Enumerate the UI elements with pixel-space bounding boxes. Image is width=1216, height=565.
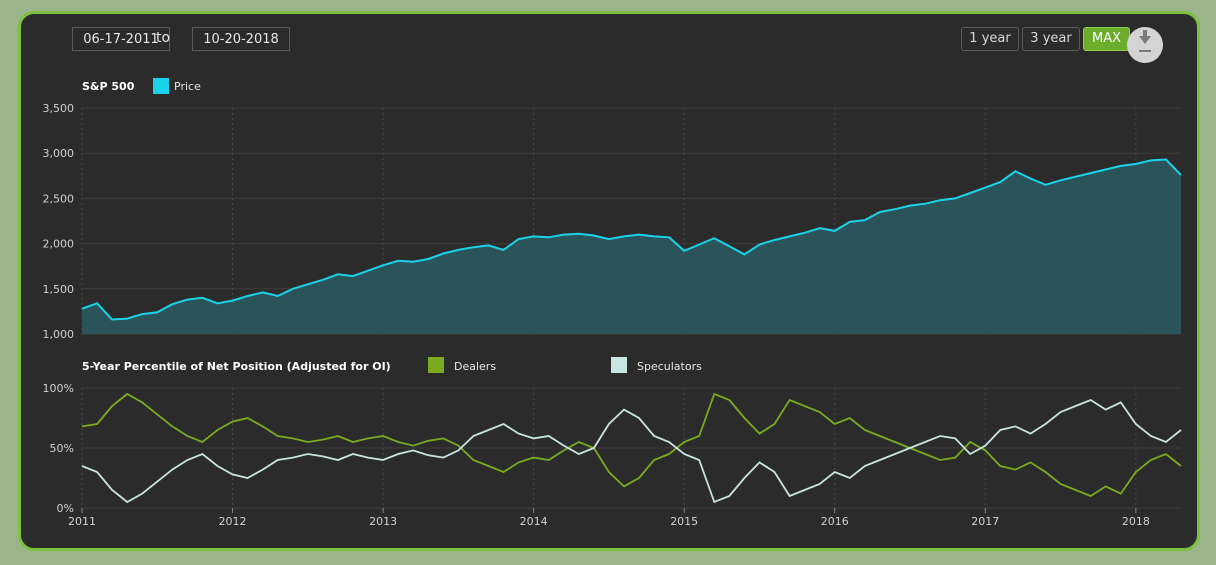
positions-y-tick: 50% [50, 442, 74, 455]
x-tick-label: 2015 [670, 515, 698, 528]
price-legend-swatch [153, 78, 169, 94]
price-y-tick: 2,500 [43, 192, 75, 205]
speculators-legend-swatch [611, 357, 627, 373]
price-y-tick: 2,000 [43, 238, 75, 251]
price-legend-label: Price [174, 80, 201, 93]
dealers-line [81, 392, 1182, 498]
positions-y-tick: 0% [57, 502, 74, 515]
dealers-legend-label: Dealers [454, 360, 496, 373]
speculators-legend-label: Speculators [637, 360, 702, 373]
positions-chart-title: 5-Year Percentile of Net Position (Adjus… [82, 360, 391, 373]
range-1-year-button[interactable]: 1 year [961, 27, 1019, 51]
price-y-tick: 1,000 [43, 328, 75, 341]
download-button[interactable] [1127, 27, 1163, 63]
x-tick-label: 2011 [68, 515, 96, 528]
price-y-tick: 1,500 [43, 283, 75, 296]
start-date-input[interactable]: 06-17-2011 [72, 27, 170, 51]
x-tick-label: 2017 [971, 515, 999, 528]
dealers-legend-swatch [428, 357, 444, 373]
speculators-line [81, 398, 1182, 504]
price-area [82, 159, 1181, 334]
range-3-year-button[interactable]: 3 year [1022, 27, 1080, 51]
positions-y-tick: 100% [43, 382, 74, 395]
to-label: to [156, 30, 171, 46]
x-tick-label: 2012 [219, 515, 247, 528]
x-tick-label: 2013 [369, 515, 397, 528]
price-chart-title: S&P 500 [82, 80, 135, 93]
x-tick-label: 2016 [821, 515, 849, 528]
end-date-input[interactable]: 10-20-2018 [192, 27, 290, 51]
price-y-tick: 3,000 [43, 147, 75, 160]
price-y-tick: 3,500 [43, 102, 75, 115]
x-tick-label: 2018 [1122, 515, 1150, 528]
price-line [81, 158, 1182, 321]
x-tick-label: 2014 [520, 515, 548, 528]
